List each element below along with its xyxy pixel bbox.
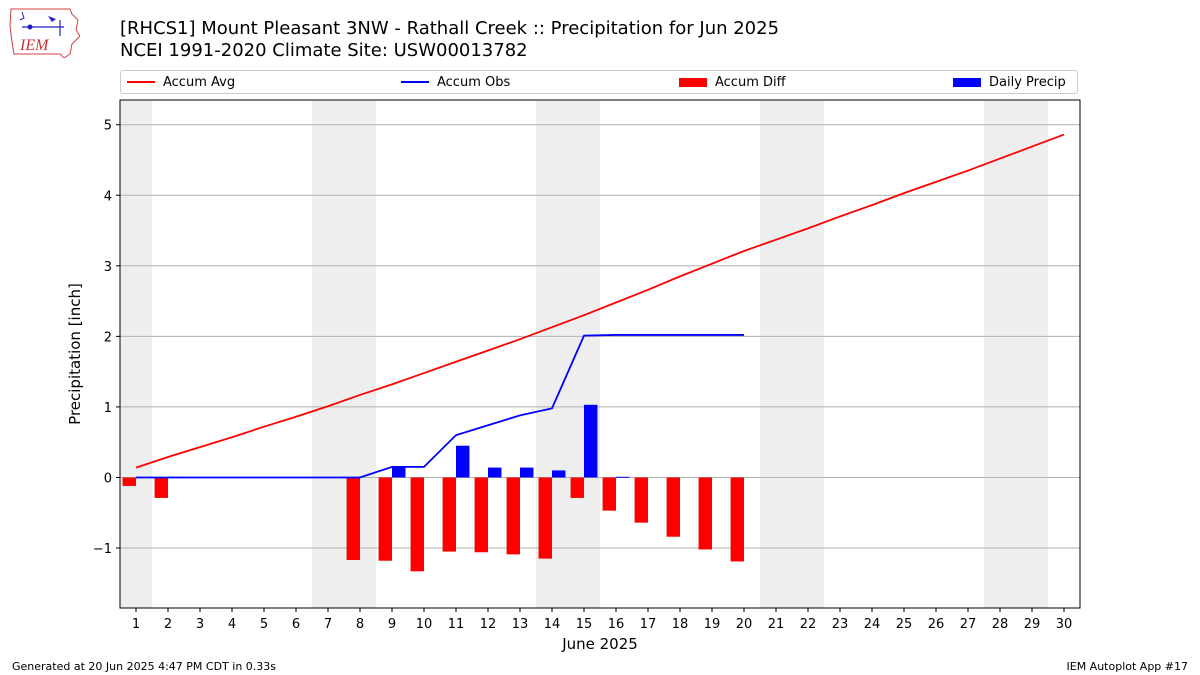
legend-swatch-daily-precip — [953, 77, 981, 87]
daily-precip-bar-12 — [488, 467, 502, 478]
accum-diff-bar-16 — [602, 477, 616, 511]
x-tick-label-15: 16 — [608, 617, 625, 632]
x-tick-label-9: 10 — [416, 617, 433, 632]
logo-text: IEM — [19, 37, 50, 54]
daily-precip-bar-15 — [584, 404, 598, 478]
legend-item-accum-avg: Accum Avg — [127, 71, 235, 93]
accum-diff-bar-8 — [346, 477, 360, 561]
legend-swatch-accum-obs — [401, 81, 429, 83]
accum-diff-bar-18 — [666, 477, 680, 537]
x-tick-label-11: 12 — [480, 617, 497, 632]
y-tick-label-4: 3 — [104, 260, 112, 275]
y-tick-label-1: 0 — [104, 471, 112, 486]
weekend-shade-4 — [984, 100, 1048, 608]
legend-swatch-accum-avg — [127, 81, 155, 83]
y-tick-label-2: 1 — [104, 401, 112, 416]
weekend-shade-0 — [120, 100, 152, 608]
iowa-outline-icon — [9, 8, 80, 58]
x-tick-label-16: 17 — [640, 617, 657, 632]
app-label: IEM Autoplot App #17 — [1066, 660, 1189, 673]
accum-diff-bar-9 — [378, 477, 392, 561]
x-tick-label-21: 22 — [800, 617, 817, 632]
x-tick-label-29: 30 — [1056, 617, 1073, 632]
x-tick-label-2: 3 — [196, 617, 204, 632]
weekend-shade-3 — [760, 100, 824, 608]
iem-logo: IEM — [9, 8, 80, 58]
accum-diff-bar-12 — [474, 477, 488, 553]
legend-swatch-accum-diff — [679, 77, 707, 87]
x-tick-label-10: 11 — [448, 617, 465, 632]
y-tick-label-5: 4 — [104, 189, 112, 204]
x-tick-label-26: 27 — [960, 617, 977, 632]
x-tick-label-12: 13 — [512, 617, 529, 632]
y-axis-label: Precipitation [inch] — [66, 283, 84, 425]
daily-precip-bar-9 — [392, 466, 406, 478]
x-tick-label-23: 24 — [864, 617, 881, 632]
generated-timestamp: Generated at 20 Jun 2025 4:47 PM CDT in … — [12, 660, 277, 673]
accum-diff-bar-19 — [698, 477, 712, 550]
x-tick-label-14: 15 — [576, 617, 593, 632]
x-tick-label-5: 6 — [292, 617, 300, 632]
accum-diff-bar-20 — [730, 477, 744, 562]
x-tick-label-4: 5 — [260, 617, 268, 632]
x-tick-label-27: 28 — [992, 617, 1009, 632]
accum-diff-bar-17 — [634, 477, 648, 523]
x-tick-label-0: 1 — [132, 617, 140, 632]
legend-label-accum-diff: Accum Diff — [715, 74, 786, 90]
chart-subtitle: NCEI 1991-2020 Climate Site: USW00013782 — [120, 40, 528, 61]
x-tick-label-28: 29 — [1024, 617, 1041, 632]
legend-item-daily-precip: Daily Precip — [953, 71, 1066, 93]
accum-obs-line — [136, 334, 744, 479]
y-tick-label-0: −1 — [93, 542, 112, 557]
x-tick-label-24: 25 — [896, 617, 913, 632]
accum-diff-bar-13 — [506, 477, 520, 555]
legend-item-accum-obs: Accum Obs — [401, 71, 510, 93]
legend-label-accum-avg: Accum Avg — [163, 74, 236, 90]
chart-title: [RHCS1] Mount Pleasant 3NW - Rathall Cre… — [120, 18, 780, 39]
legend: Accum Avg Accum Obs Accum Diff Daily Pre… — [120, 70, 1078, 94]
x-tick-label-1: 2 — [164, 617, 172, 632]
x-tick-label-25: 26 — [928, 617, 945, 632]
accum-diff-bar-11 — [442, 477, 456, 552]
y-tick-label-3: 2 — [104, 330, 112, 345]
x-axis-label: June 2025 — [561, 635, 638, 653]
daily-precip-bar-14 — [552, 470, 566, 478]
x-tick-label-22: 23 — [832, 617, 849, 632]
legend-item-accum-diff: Accum Diff — [679, 71, 786, 93]
x-tick-label-18: 19 — [704, 617, 721, 632]
x-tick-label-13: 14 — [544, 617, 561, 632]
accum-avg-line — [135, 133, 1065, 469]
x-tick-label-17: 18 — [672, 617, 689, 632]
plot-frame — [119, 99, 1081, 609]
x-tick-label-20: 21 — [768, 617, 785, 632]
x-tick-label-6: 7 — [324, 617, 332, 632]
legend-label-accum-obs: Accum Obs — [437, 74, 511, 90]
accum-diff-bar-15 — [570, 477, 584, 498]
accum-diff-bar-2 — [154, 477, 168, 498]
y-tick-label-6: 5 — [104, 119, 112, 134]
x-tick-label-19: 20 — [736, 617, 753, 632]
accum-diff-bar-1 — [122, 477, 136, 486]
x-tick-label-3: 4 — [228, 617, 236, 632]
weekend-shade-1 — [312, 100, 376, 608]
daily-precip-bar-16 — [616, 476, 630, 478]
accum-diff-bar-10 — [410, 477, 424, 572]
daily-precip-bar-13 — [520, 467, 534, 478]
accum-diff-bar-14 — [538, 477, 552, 559]
x-tick-label-8: 9 — [388, 617, 396, 632]
daily-precip-bar-11 — [456, 445, 470, 478]
legend-label-daily-precip: Daily Precip — [989, 74, 1066, 90]
x-tick-label-7: 8 — [356, 617, 364, 632]
